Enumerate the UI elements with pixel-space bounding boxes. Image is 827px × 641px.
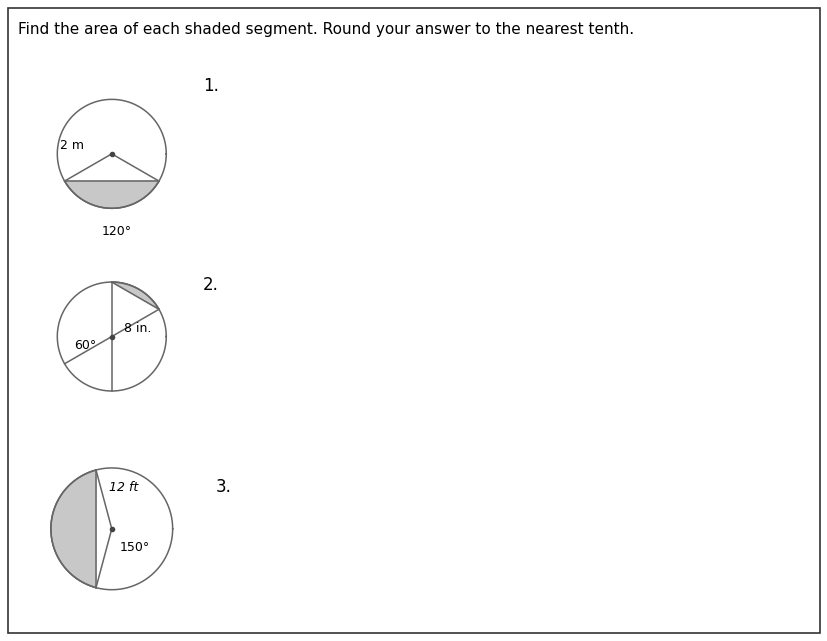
Text: 1.: 1. — [203, 77, 218, 95]
Text: 120°: 120° — [102, 226, 131, 238]
Text: 2.: 2. — [203, 276, 218, 294]
Text: 12 ft: 12 ft — [109, 481, 138, 494]
Polygon shape — [112, 282, 159, 309]
Text: Find the area of each shaded segment. Round your answer to the nearest tenth.: Find the area of each shaded segment. Ro… — [18, 22, 633, 37]
Text: 2 m: 2 m — [60, 139, 84, 152]
Text: 60°: 60° — [74, 339, 97, 353]
Polygon shape — [50, 470, 96, 588]
Text: 8 in.: 8 in. — [123, 322, 151, 335]
Polygon shape — [65, 181, 159, 208]
Text: 150°: 150° — [120, 541, 150, 554]
Text: 3.: 3. — [215, 478, 231, 495]
